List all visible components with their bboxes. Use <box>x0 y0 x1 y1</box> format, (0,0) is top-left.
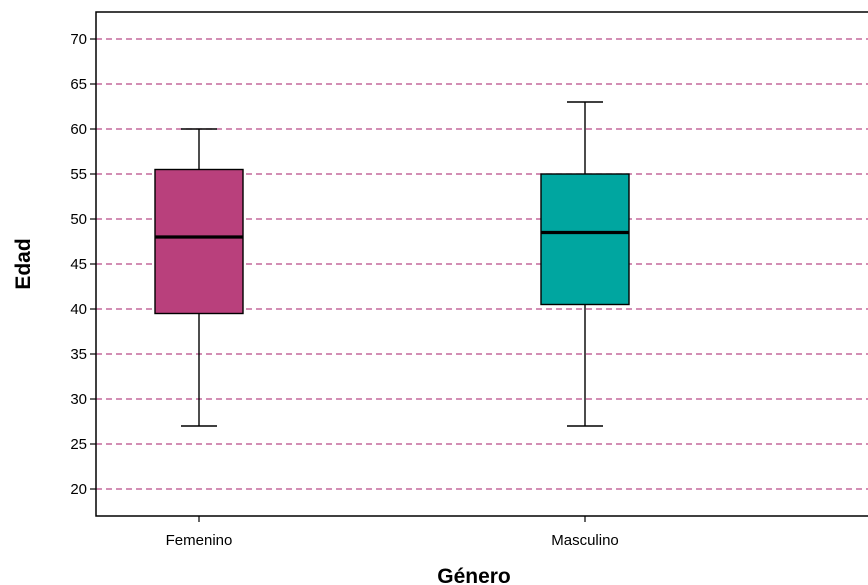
x-tick-label: Masculino <box>551 532 619 549</box>
y-axis-ticks: 20 25 30 35 40 45 50 55 60 65 70 <box>70 31 96 498</box>
y-tick-label: 35 <box>70 346 87 363</box>
iqr-box <box>540 173 630 306</box>
y-axis-title: Edad <box>12 238 35 289</box>
x-axis-title: Género <box>437 565 511 585</box>
x-tick-label: Femenino <box>166 532 233 549</box>
box-femenino <box>154 128 244 427</box>
grid-lines <box>96 38 868 490</box>
y-tick-label: 40 <box>70 301 87 318</box>
y-tick-label: 70 <box>70 31 87 48</box>
x-axis-ticks: Femenino Masculino <box>166 516 619 549</box>
plot-frame <box>95 11 868 517</box>
y-tick-label: 25 <box>70 436 87 453</box>
boxes <box>154 101 630 427</box>
y-tick-label: 20 <box>70 481 87 498</box>
box-masculino <box>540 101 630 427</box>
y-tick-label: 65 <box>70 76 87 93</box>
y-tick-label: 60 <box>70 121 87 138</box>
y-tick-label: 55 <box>70 166 87 183</box>
y-tick-label: 50 <box>70 211 87 228</box>
iqr-box <box>154 168 244 315</box>
y-tick-label: 45 <box>70 256 87 273</box>
y-tick-label: 30 <box>70 391 87 408</box>
